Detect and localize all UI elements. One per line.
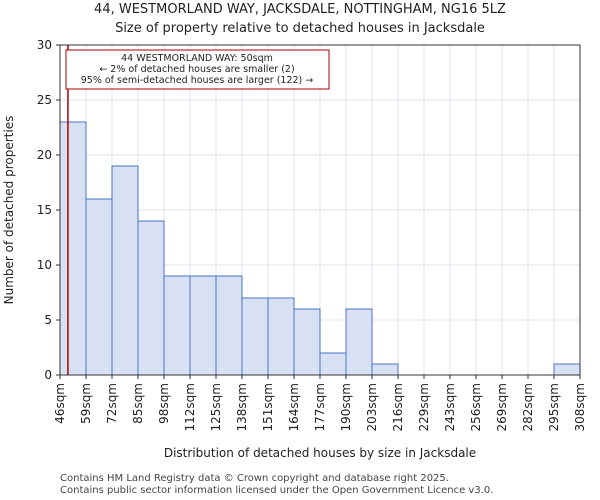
histogram-bar — [345, 308, 373, 376]
x-tick-label: 177sqm — [313, 383, 327, 431]
y-tick-label: 20 — [37, 148, 52, 162]
histogram-bar — [293, 308, 321, 376]
annotation-box: 44 WESTMORLAND WAY: 50sqm ← 2% of detach… — [65, 49, 330, 90]
histogram-bar — [189, 275, 217, 376]
x-tick-label: 138sqm — [235, 383, 249, 431]
histogram-bar — [267, 297, 295, 376]
histogram-bar — [111, 165, 139, 376]
x-tick-label: 72sqm — [105, 383, 119, 424]
histogram-bar — [371, 363, 399, 376]
chart-title-subtitle: Size of property relative to detached ho… — [115, 21, 485, 36]
y-tick-label: 25 — [37, 93, 52, 107]
histogram-bar — [85, 198, 113, 376]
x-tick-label: 190sqm — [339, 383, 353, 431]
annotation-line-1: 44 WESTMORLAND WAY: 50sqm — [121, 53, 273, 64]
x-tick-label: 203sqm — [365, 383, 379, 431]
x-tick-label: 243sqm — [443, 383, 457, 431]
x-tick-label: 112sqm — [183, 383, 197, 431]
x-tick-label: 216sqm — [391, 383, 405, 431]
x-tick-label: 256sqm — [469, 383, 483, 431]
footer-licence: Contains public sector information licen… — [60, 485, 494, 496]
histogram-chart: 0 5 10 15 20 25 30 46sqm 59sqm 72sqm 85sqm 98sqm 11… — [2, 38, 587, 460]
y-tick-label: 30 — [37, 38, 52, 52]
histogram-bar — [215, 275, 243, 376]
x-axis-ticks: 46sqm 59sqm 72sqm 85sqm 98sqm 112sqm 125sqm 138… — [53, 375, 587, 431]
y-tick-label: 10 — [37, 258, 52, 272]
footer-copyright: Contains HM Land Registry data © Crown c… — [60, 473, 449, 484]
y-tick-label: 5 — [44, 313, 52, 327]
y-tick-label: 0 — [44, 368, 52, 382]
x-tick-label: 269sqm — [495, 383, 509, 431]
annotation-line-2: ← 2% of detached houses are smaller (2) — [99, 64, 294, 75]
x-tick-label: 85sqm — [131, 383, 145, 424]
x-tick-label: 151sqm — [261, 383, 275, 431]
histogram-bar — [59, 121, 87, 376]
x-tick-label: 295sqm — [547, 383, 561, 431]
x-axis-label: Distribution of detached houses by size … — [164, 446, 476, 460]
histogram-bar — [241, 297, 269, 376]
histogram-bar — [319, 352, 347, 376]
histogram-bar — [163, 275, 191, 376]
x-tick-label: 59sqm — [79, 383, 93, 424]
x-tick-label: 229sqm — [417, 383, 431, 431]
annotation-line-3: 95% of semi-detached houses are larger (… — [81, 75, 314, 86]
x-tick-label: 308sqm — [573, 383, 587, 431]
histogram-bar — [553, 363, 581, 376]
x-tick-label: 46sqm — [53, 383, 67, 424]
y-axis-ticks: 0 5 10 15 20 25 30 — [37, 38, 60, 382]
x-tick-label: 98sqm — [157, 383, 171, 424]
histogram-bar — [137, 220, 165, 376]
annotation-frame — [65, 49, 330, 90]
y-tick-label: 15 — [37, 203, 52, 217]
chart-title-address: 44, WESTMORLAND WAY, JACKSDALE, NOTTINGH… — [94, 2, 506, 17]
x-tick-label: 125sqm — [209, 383, 223, 431]
x-tick-label: 164sqm — [287, 383, 301, 431]
x-tick-label: 282sqm — [521, 383, 535, 431]
y-axis-label: Number of detached properties — [2, 116, 16, 305]
